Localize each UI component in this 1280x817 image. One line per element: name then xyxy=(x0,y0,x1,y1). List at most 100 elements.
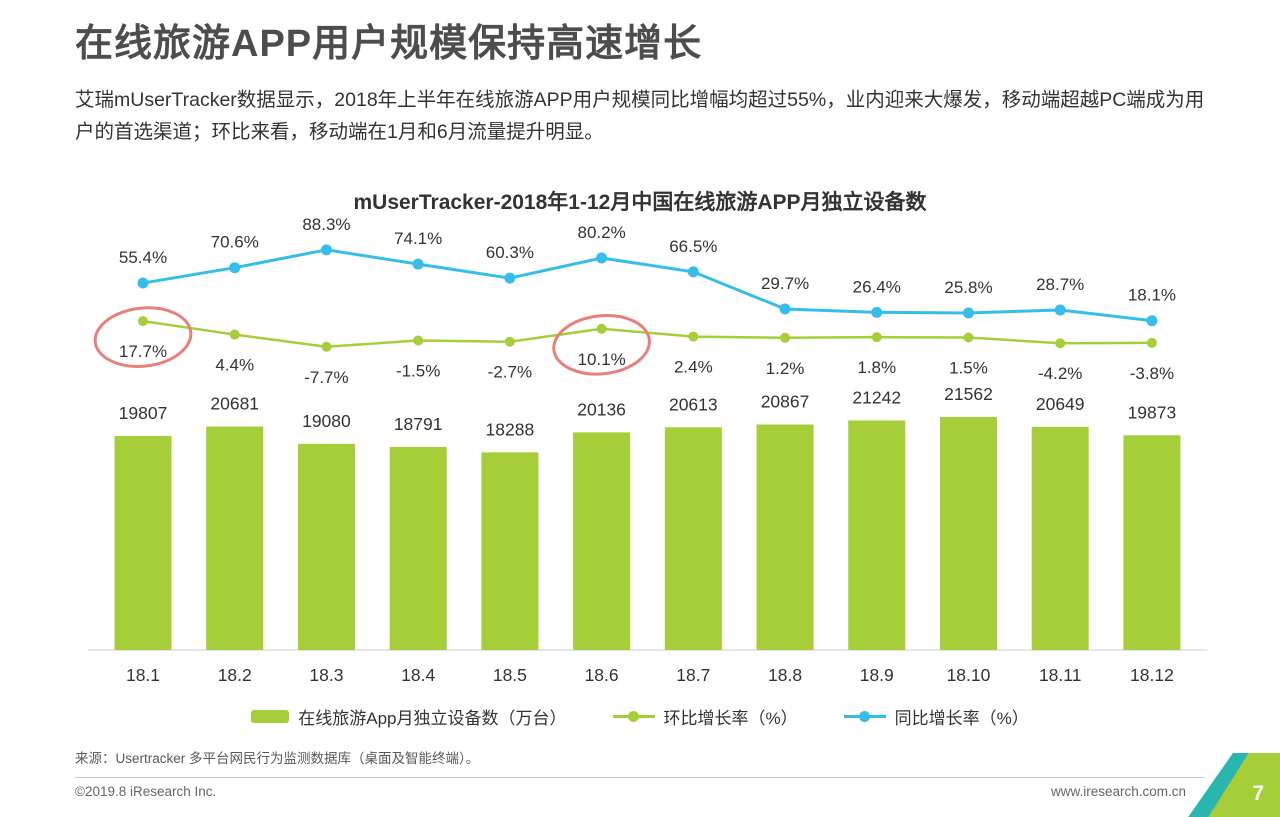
highlight-ellipse xyxy=(93,306,193,368)
yoy-point xyxy=(1146,315,1158,327)
x-tick-label: 18.8 xyxy=(768,665,802,685)
legend-label-yoy: 同比增长率（%） xyxy=(894,709,1029,728)
mom-point xyxy=(138,316,148,327)
bar-value-label: 21562 xyxy=(944,384,993,404)
yoy-value-label: 25.8% xyxy=(944,278,992,297)
yoy-value-label: 26.4% xyxy=(853,277,901,296)
yoy-line xyxy=(142,248,1153,323)
mom-value-label: 4.4% xyxy=(215,356,254,375)
mom-value-label: 1.5% xyxy=(949,358,988,377)
website-url: www.iresearch.com.cn xyxy=(1050,784,1186,799)
mom-point xyxy=(229,329,240,340)
mom-line-swatch-icon xyxy=(612,710,655,723)
bar xyxy=(1123,435,1181,650)
mom-point xyxy=(504,336,515,347)
x-tick-label: 18.4 xyxy=(401,665,435,685)
mom-value-label: -1.5% xyxy=(396,362,440,381)
mom-point xyxy=(871,332,882,343)
legend-item-yoy: 同比增长率（%） xyxy=(843,704,1029,729)
mom-value-label: -4.2% xyxy=(1038,364,1082,383)
yoy-value-label: 66.5% xyxy=(669,237,717,256)
mom-value-label: 1.8% xyxy=(857,358,896,377)
bar-value-label: 20136 xyxy=(577,399,626,419)
yoy-point xyxy=(962,307,974,319)
bar-value-label: 18288 xyxy=(486,419,535,439)
bar-value-label: 19807 xyxy=(119,403,168,423)
bar xyxy=(848,420,906,650)
bar xyxy=(573,432,631,650)
mom-value-label: 10.1% xyxy=(577,350,625,369)
bar xyxy=(756,424,814,650)
bar xyxy=(297,443,355,650)
combo-chart: 19807 18.1 20681 18.2 19080 18.3 18791 18.4 1828… xyxy=(88,215,1207,685)
bar-value-label: 20649 xyxy=(1036,394,1085,414)
yoy-value-label: 29.7% xyxy=(761,274,809,293)
x-tick-label: 18.6 xyxy=(585,665,619,685)
mom-point xyxy=(688,331,699,342)
bar xyxy=(481,452,539,650)
x-tick-label: 18.10 xyxy=(947,665,991,685)
yoy-point xyxy=(229,262,241,274)
mom-value-label: -3.8% xyxy=(1130,364,1174,383)
yoy-value-label: 74.1% xyxy=(394,229,442,248)
legend-item-devices: 在线旅游App月独立设备数（万台） xyxy=(251,704,567,729)
mom-value-label: 1.2% xyxy=(766,359,805,378)
mom-point xyxy=(963,332,974,343)
mom-point xyxy=(780,332,791,343)
page-description: 艾瑞mUserTracker数据显示，2018年上半年在线旅游APP用户规模同比… xyxy=(75,89,1205,143)
yoy-point xyxy=(1054,304,1066,316)
mom-point xyxy=(1055,338,1066,349)
page-number: 7 xyxy=(1252,782,1264,805)
mom-value-label: -2.7% xyxy=(488,363,532,382)
yoy-value-label: 88.3% xyxy=(302,215,350,234)
mom-point xyxy=(1146,337,1157,348)
x-tick-label: 18.7 xyxy=(676,665,710,685)
bar-swatch-icon xyxy=(251,710,290,723)
yoy-point xyxy=(871,306,883,318)
yoy-point xyxy=(137,277,149,289)
legend-item-mom: 环比增长率（%） xyxy=(612,704,798,729)
bar-value-label: 19873 xyxy=(1128,402,1177,422)
yoy-point xyxy=(320,244,332,256)
x-tick-label: 18.5 xyxy=(493,665,527,685)
x-tick-label: 18.3 xyxy=(309,665,343,685)
source-note: 来源：Usertracker 多平台网民行为监测数据库（桌面及智能终端）。 xyxy=(75,751,480,766)
yoy-value-label: 70.6% xyxy=(211,233,259,252)
yoy-point xyxy=(687,266,699,278)
yoy-value-label: 80.2% xyxy=(577,223,625,242)
legend-label-devices: 在线旅游App月独立设备数（万台） xyxy=(298,709,567,728)
yoy-line-swatch-icon xyxy=(843,710,886,723)
x-tick-label: 18.1 xyxy=(126,665,160,685)
highlight-ellipse xyxy=(552,314,651,376)
page-title: 在线旅游APP用户规模保持高速增长 xyxy=(75,23,703,65)
corner-decoration: 7 xyxy=(1168,753,1280,817)
bar-value-label: 19080 xyxy=(302,411,351,431)
bar xyxy=(1031,426,1089,650)
bar xyxy=(206,426,264,650)
copyright-text: ©2019.8 iResearch Inc. xyxy=(75,784,217,799)
bar xyxy=(114,435,172,650)
chart-title: mUserTracker-2018年1-12月中国在线旅游APP月独立设备数 xyxy=(353,191,927,214)
yoy-point xyxy=(412,258,424,270)
yoy-value-label: 60.3% xyxy=(486,243,534,262)
bar xyxy=(664,427,722,650)
chart-legend: 在线旅游App月独立设备数（万台） 环比增长率（%） 同比增长率（%） xyxy=(0,704,1280,729)
bar xyxy=(939,417,997,650)
legend-label-mom: 环比增长率（%） xyxy=(663,709,798,728)
yoy-point xyxy=(596,252,608,264)
mom-point xyxy=(413,335,424,346)
x-tick-label: 18.12 xyxy=(1130,665,1174,685)
x-tick-label: 18.2 xyxy=(218,665,252,685)
x-tick-label: 18.11 xyxy=(1039,665,1082,685)
footer-divider xyxy=(75,777,1205,778)
bar-value-label: 21242 xyxy=(852,387,901,407)
mom-value-label: 17.7% xyxy=(119,342,167,361)
bar-value-label: 20613 xyxy=(669,394,718,414)
bar-value-label: 20867 xyxy=(761,392,810,412)
yoy-point xyxy=(504,272,516,284)
mom-value-label: -7.7% xyxy=(304,368,348,387)
bar-value-label: 20681 xyxy=(210,394,259,414)
mom-point xyxy=(321,341,332,352)
yoy-value-label: 28.7% xyxy=(1036,275,1084,294)
